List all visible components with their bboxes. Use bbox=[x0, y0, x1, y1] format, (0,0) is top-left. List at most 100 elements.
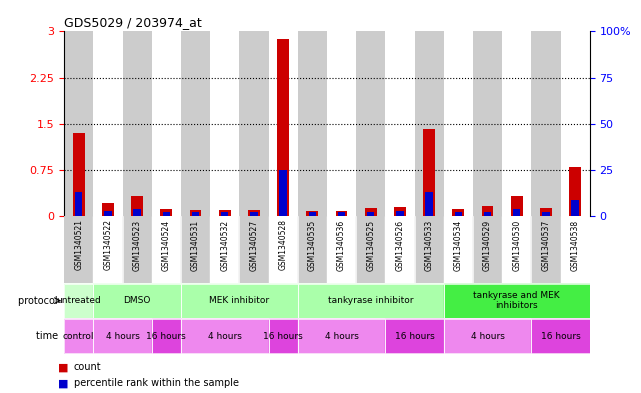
Bar bbox=[297, 319, 385, 353]
Bar bbox=[385, 319, 444, 353]
Text: percentile rank within the sample: percentile rank within the sample bbox=[74, 378, 238, 388]
Bar bbox=[221, 213, 228, 216]
Bar bbox=[481, 206, 494, 216]
Bar bbox=[542, 213, 549, 216]
Bar bbox=[297, 216, 327, 283]
Bar bbox=[385, 31, 415, 216]
Bar bbox=[531, 319, 590, 353]
Bar bbox=[356, 216, 385, 283]
Bar bbox=[309, 213, 316, 216]
Text: GSM1340536: GSM1340536 bbox=[337, 219, 346, 271]
Bar bbox=[531, 319, 590, 353]
Bar bbox=[269, 216, 297, 283]
Bar bbox=[560, 31, 590, 216]
Bar bbox=[94, 284, 181, 318]
Bar bbox=[181, 216, 210, 283]
Bar bbox=[502, 31, 531, 216]
Bar bbox=[122, 31, 152, 216]
Text: ■: ■ bbox=[58, 378, 68, 388]
Bar bbox=[297, 319, 385, 353]
Bar bbox=[181, 284, 297, 318]
Text: 4 hours: 4 hours bbox=[106, 332, 140, 340]
Bar bbox=[396, 211, 404, 216]
Bar bbox=[569, 167, 581, 216]
Text: GSM1340526: GSM1340526 bbox=[395, 219, 404, 271]
Bar bbox=[181, 319, 269, 353]
Bar bbox=[511, 196, 522, 216]
Bar bbox=[269, 31, 297, 216]
Bar bbox=[560, 216, 590, 283]
Text: GDS5029 / 203974_at: GDS5029 / 203974_at bbox=[64, 16, 202, 29]
Bar bbox=[239, 216, 269, 283]
Bar bbox=[426, 192, 433, 216]
Bar bbox=[297, 284, 444, 318]
Bar bbox=[210, 216, 239, 283]
Bar bbox=[94, 31, 122, 216]
Text: DMSO: DMSO bbox=[124, 296, 151, 305]
Text: GSM1340534: GSM1340534 bbox=[454, 219, 463, 271]
Bar bbox=[219, 210, 231, 216]
Text: GSM1340533: GSM1340533 bbox=[424, 219, 433, 271]
Bar bbox=[210, 31, 239, 216]
Text: GSM1340521: GSM1340521 bbox=[74, 219, 83, 270]
Bar bbox=[75, 192, 82, 216]
Bar bbox=[131, 196, 143, 216]
Text: GSM1340527: GSM1340527 bbox=[249, 219, 258, 271]
Bar bbox=[385, 319, 444, 353]
Bar bbox=[64, 319, 94, 353]
Bar bbox=[73, 133, 85, 216]
Bar bbox=[278, 39, 289, 216]
Bar bbox=[297, 284, 444, 318]
Bar bbox=[444, 284, 590, 318]
Text: count: count bbox=[74, 362, 101, 373]
Bar bbox=[306, 211, 318, 216]
Text: GSM1340528: GSM1340528 bbox=[279, 219, 288, 270]
Bar bbox=[133, 209, 141, 216]
Text: tankyrase inhibitor: tankyrase inhibitor bbox=[328, 296, 413, 305]
Bar bbox=[415, 31, 444, 216]
Bar bbox=[531, 216, 560, 283]
Text: tankyrase and MEK
inhibitors: tankyrase and MEK inhibitors bbox=[474, 291, 560, 310]
Bar bbox=[531, 31, 560, 216]
Bar bbox=[152, 319, 181, 353]
Text: 16 hours: 16 hours bbox=[146, 332, 186, 340]
Bar bbox=[152, 31, 181, 216]
Bar bbox=[269, 319, 297, 353]
Bar bbox=[160, 209, 172, 216]
Text: GSM1340529: GSM1340529 bbox=[483, 219, 492, 271]
Bar bbox=[454, 213, 462, 216]
Bar bbox=[94, 319, 152, 353]
Bar bbox=[336, 211, 347, 216]
Bar bbox=[473, 216, 502, 283]
Bar bbox=[192, 211, 199, 216]
Bar bbox=[122, 216, 152, 283]
Bar bbox=[453, 209, 464, 216]
Bar bbox=[502, 216, 531, 283]
Text: GSM1340525: GSM1340525 bbox=[366, 219, 375, 271]
Text: GSM1340524: GSM1340524 bbox=[162, 219, 171, 271]
Bar bbox=[365, 208, 376, 216]
Text: 4 hours: 4 hours bbox=[324, 332, 358, 340]
Text: protocol: protocol bbox=[18, 296, 61, 306]
Bar bbox=[444, 216, 473, 283]
Text: untreated: untreated bbox=[56, 296, 101, 305]
Bar bbox=[94, 319, 152, 353]
Bar bbox=[367, 211, 374, 216]
Bar bbox=[104, 211, 112, 216]
Bar bbox=[415, 216, 444, 283]
Text: 4 hours: 4 hours bbox=[470, 332, 504, 340]
Bar bbox=[540, 208, 552, 216]
Bar bbox=[269, 319, 297, 353]
Bar bbox=[394, 207, 406, 216]
Text: GSM1340523: GSM1340523 bbox=[133, 219, 142, 271]
Bar bbox=[152, 216, 181, 283]
Bar bbox=[64, 284, 94, 318]
Bar bbox=[239, 31, 269, 216]
Bar bbox=[385, 216, 415, 283]
Bar bbox=[152, 319, 181, 353]
Text: GSM1340537: GSM1340537 bbox=[542, 219, 551, 271]
Bar bbox=[181, 284, 297, 318]
Bar bbox=[190, 210, 201, 216]
Text: 16 hours: 16 hours bbox=[395, 332, 435, 340]
Bar bbox=[423, 129, 435, 216]
